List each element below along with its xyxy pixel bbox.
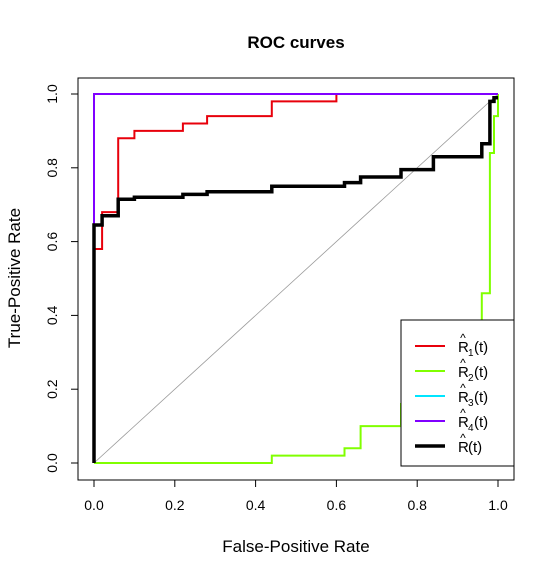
series-line-5: [92, 95, 498, 463]
y-tick-label: 1.0: [44, 84, 60, 104]
x-axis: 0.0 0.2 0.4 0.6 0.8 1.0: [84, 479, 508, 513]
legend-suffix: (t): [474, 389, 488, 406]
legend-box: [400, 319, 515, 467]
x-tick-label: 0.4: [246, 497, 266, 513]
legend-subscript: 4: [468, 423, 474, 434]
x-tick-label: 0.6: [327, 497, 347, 513]
legend: ^R 1 (t)^R 2 (t)^R 3 (t)^R 4 (t)^R (t): [400, 319, 515, 467]
legend-subscript: 3: [468, 398, 474, 409]
legend-subscript: 1: [468, 348, 474, 359]
legend-entry: ^R 1 (t): [458, 331, 488, 359]
legend-hat: ^: [460, 381, 466, 395]
y-tick-label: 0.0: [44, 453, 60, 473]
legend-suffix: (t): [474, 364, 488, 381]
legend-entry: ^R (t): [458, 431, 482, 456]
series-layer: [92, 93, 499, 464]
legend-entry: ^R 4 (t): [458, 406, 488, 434]
legend-suffix: (t): [474, 339, 488, 356]
legend-hat: ^: [460, 431, 466, 445]
x-axis-label: False-Positive Rate: [222, 537, 369, 556]
chart-title: ROC curves: [247, 33, 344, 52]
legend-entry: ^R 2 (t): [458, 356, 488, 384]
legend-hat: ^: [460, 331, 466, 345]
y-tick-label: 0.4: [44, 305, 60, 325]
legend-suffix: (t): [468, 439, 482, 456]
legend-label: R: [458, 339, 469, 356]
x-tick-label: 0.0: [84, 497, 104, 513]
x-tick-label: 1.0: [488, 497, 508, 513]
y-tick-label: 0.8: [44, 158, 60, 178]
legend-subscript: 2: [468, 373, 474, 384]
y-tick-label: 0.6: [44, 232, 60, 252]
y-tick-label: 0.2: [44, 379, 60, 399]
x-tick-label: 0.2: [165, 497, 185, 513]
legend-label: R: [458, 439, 469, 456]
diagonal-reference-line: [93, 93, 499, 464]
legend-label: R: [458, 364, 469, 381]
legend-suffix: (t): [474, 414, 488, 431]
y-axis: 0.0 0.2 0.4 0.6 0.8 1.0: [44, 84, 79, 473]
legend-hat: ^: [460, 406, 466, 420]
legend-label: R: [458, 389, 469, 406]
x-tick-label: 0.8: [407, 497, 427, 513]
legend-hat: ^: [460, 356, 466, 370]
legend-label: R: [458, 414, 469, 431]
y-axis-label: True-Positive Rate: [5, 208, 24, 348]
legend-entry: ^R 3 (t): [458, 381, 488, 409]
